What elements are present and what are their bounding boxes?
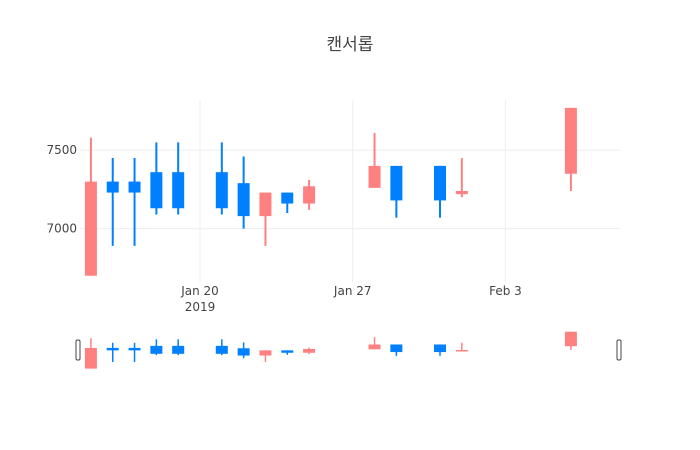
- candle: [281, 192, 294, 213]
- slider-candle-body: [455, 350, 468, 352]
- slider-candle-body: [215, 345, 228, 354]
- range-slider-right-handle[interactable]: [616, 339, 622, 361]
- candle-body: [259, 192, 272, 217]
- candle: [128, 158, 141, 246]
- slider-candle-body: [303, 348, 316, 353]
- candle-body: [106, 181, 119, 193]
- slider-candle-body: [128, 347, 141, 351]
- slider-candle-body: [390, 344, 403, 353]
- slider-candle: [106, 342, 119, 363]
- candle: [84, 137, 97, 276]
- candle-layer: [84, 107, 577, 276]
- slider-candle-body: [281, 350, 294, 353]
- candle-body: [434, 165, 446, 201]
- candle-body: [303, 186, 316, 204]
- candle: [259, 192, 272, 246]
- slider-candle: [390, 344, 403, 356]
- range-slider-left-handle[interactable]: [75, 339, 81, 361]
- x-tick-sublabel: 2019: [185, 300, 216, 314]
- slider-candle: [281, 350, 294, 355]
- slider-candle: [150, 339, 163, 356]
- slider-candle: [172, 339, 185, 356]
- slider-candle: [564, 331, 577, 350]
- x-tick-label: Feb 3: [489, 284, 522, 298]
- label-layer: 7000 7500 Jan 20 2019 Jan 27 Feb 3: [46, 143, 521, 314]
- grid-layer: [80, 100, 620, 282]
- slider-candle-body: [150, 345, 163, 354]
- slider-candle-body: [259, 350, 272, 356]
- candle-body: [237, 183, 250, 217]
- candle: [303, 180, 316, 210]
- candle: [434, 165, 446, 218]
- slider-candle-body: [172, 345, 185, 354]
- candle: [215, 142, 228, 215]
- candle: [564, 107, 577, 191]
- slider-candle: [128, 342, 141, 363]
- slider-candle-body: [84, 347, 97, 369]
- range-slider[interactable]: [75, 331, 622, 369]
- candle: [390, 165, 403, 218]
- slider-candle: [434, 344, 446, 356]
- candle-body: [215, 172, 228, 209]
- candle: [150, 142, 163, 215]
- candle: [106, 158, 119, 246]
- slider-candle: [237, 342, 250, 359]
- slider-candle: [215, 339, 228, 356]
- slider-candle: [368, 337, 381, 350]
- candle: [368, 132, 381, 188]
- x-tick-label: Jan 27: [333, 284, 372, 298]
- y-tick-label: 7000: [46, 222, 77, 236]
- candle-body: [150, 172, 163, 209]
- candle: [455, 158, 468, 198]
- slider-candle-body: [368, 344, 381, 350]
- chart-title: 캔서롭: [326, 35, 374, 55]
- candle-body: [128, 181, 141, 193]
- y-tick-label: 7500: [46, 143, 77, 157]
- candle-body: [281, 192, 294, 204]
- candle-body: [368, 165, 381, 188]
- candle: [172, 142, 185, 215]
- candle-body: [564, 107, 577, 174]
- slider-candle-body: [564, 331, 577, 347]
- candle-body: [455, 191, 468, 195]
- slider-candle-body: [106, 347, 119, 351]
- slider-candle-body: [434, 344, 446, 353]
- candle-body: [172, 172, 185, 209]
- slider-candle-body: [237, 348, 250, 356]
- candle-body: [84, 181, 97, 276]
- slider-candle: [455, 342, 468, 352]
- slider-candle: [84, 338, 97, 369]
- x-tick-label: Jan 20: [180, 284, 219, 298]
- candle: [237, 156, 250, 229]
- slider-candle: [303, 347, 316, 355]
- candle-body: [390, 165, 403, 201]
- slider-candle: [259, 350, 272, 363]
